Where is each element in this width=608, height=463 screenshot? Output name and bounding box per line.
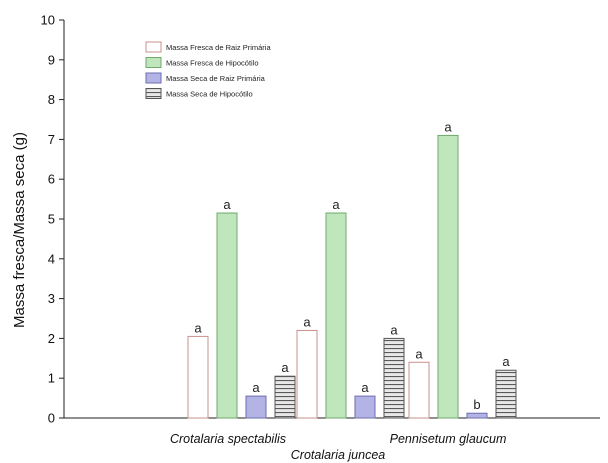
- legend-label: Massa Fresca de Raiz Primária: [166, 43, 271, 52]
- legend-swatch: [145, 57, 162, 68]
- legend-swatch: [145, 88, 162, 99]
- bar-data-label: a: [281, 360, 289, 375]
- bar-labels: a a a a a a a a b a a a: [194, 119, 510, 412]
- y-axis-label: Massa fresca/Massa seca (g): [11, 132, 28, 328]
- category-label: Crotalaria juncea: [291, 448, 386, 462]
- bar-data-label: a: [444, 119, 452, 134]
- bars: [187, 134, 517, 419]
- bar-data-label: b: [473, 397, 480, 412]
- bar: [274, 375, 296, 419]
- bar: [437, 134, 459, 419]
- bar: [495, 369, 517, 419]
- y-tick-label: 1: [48, 371, 55, 386]
- legend: Massa Fresca de Raiz Primária Massa Fresc…: [145, 41, 271, 99]
- y-tick-label: 10: [41, 13, 55, 28]
- category-labels: Crotalaria spectabilis Pennisetum glaucum…: [170, 432, 506, 462]
- legend-label: Massa Seca de Hipocótilo: [166, 90, 253, 99]
- y-tick-label: 4: [48, 251, 55, 266]
- bar: [187, 335, 209, 419]
- bar-data-label: a: [415, 346, 423, 361]
- y-tick-label: 8: [48, 92, 55, 107]
- y-ticks: 0 1 2 3 4 5 6 7 8 9 10: [41, 13, 64, 426]
- bar-data-label: a: [303, 314, 311, 329]
- bar-data-label: a: [502, 354, 510, 369]
- y-tick-label: 6: [48, 172, 55, 187]
- y-tick-label: 9: [48, 52, 55, 67]
- bar: [325, 212, 347, 419]
- y-tick-label: 7: [48, 132, 55, 147]
- bar: [296, 329, 318, 419]
- bar-data-label: a: [223, 197, 231, 212]
- bar-data-label: a: [252, 380, 260, 395]
- bar: [245, 395, 267, 419]
- bar-data-label: a: [194, 320, 202, 335]
- bar: [216, 212, 238, 419]
- legend-label: Massa Seca de Raiz Primária: [166, 74, 266, 83]
- bar: [466, 412, 488, 419]
- bar-data-label: a: [390, 322, 398, 337]
- bar: [408, 361, 430, 419]
- y-tick-label: 5: [48, 212, 55, 227]
- legend-label: Massa Fresca de Hipocótilo: [166, 59, 259, 68]
- bar: [383, 337, 405, 419]
- category-label: Crotalaria spectabilis: [170, 432, 286, 446]
- bar: [354, 395, 376, 419]
- bar-data-label: a: [332, 197, 340, 212]
- legend-swatch: [145, 41, 162, 53]
- category-label: Pennisetum glaucum: [390, 432, 507, 446]
- legend-swatch: [145, 72, 162, 84]
- y-tick-label: 0: [48, 411, 55, 426]
- y-tick-label: 2: [48, 331, 55, 346]
- y-tick-label: 3: [48, 291, 55, 306]
- bar-data-label: a: [361, 380, 369, 395]
